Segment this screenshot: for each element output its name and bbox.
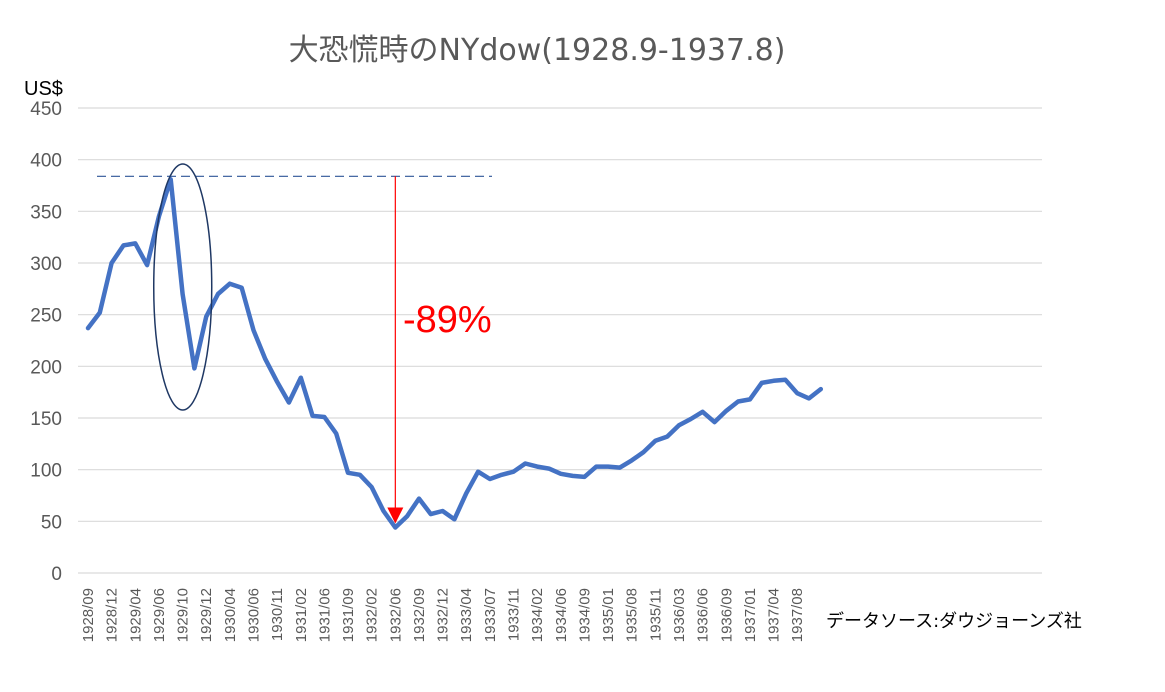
drop-percentage-label: -89%: [403, 299, 492, 341]
x-tick-label: 1933/11: [506, 588, 523, 641]
x-tick-label: 1932/09: [411, 588, 428, 642]
series-line: [85, 177, 824, 530]
y-tick-labels: 0 50 100 150 200 250 300 350 400 450: [30, 99, 62, 585]
x-tick-label: 1934/06: [553, 588, 570, 642]
x-tick-label: 1936/03: [671, 588, 688, 642]
x-tick-label: 1932/02: [364, 588, 381, 642]
y-tick-label: 100: [30, 461, 62, 482]
x-tick-label: 1935/08: [624, 588, 641, 642]
x-tick-label: 1934/02: [529, 588, 546, 642]
peak-highlight-ellipse: [152, 163, 213, 411]
x-tick-label: 1929/04: [127, 588, 144, 642]
x-tick-label: 1937/04: [766, 588, 783, 642]
x-tick-label: 1930/11: [269, 588, 286, 641]
x-tick-label: 1933/07: [482, 588, 499, 642]
y-tick-label: 150: [30, 409, 62, 430]
x-tick-labels: 1928/09 1928/12 1929/04 1929/06 1929/10 1929/…: [80, 588, 806, 642]
series-layer: [85, 177, 824, 530]
x-tick-label: 1929/10: [175, 588, 192, 642]
y-tick-label: 400: [30, 151, 62, 172]
x-tick-label: 1929/12: [198, 588, 215, 642]
drop-arrowhead: [387, 507, 404, 524]
x-tick-label: 1936/06: [695, 588, 712, 642]
y-tick-label: 450: [30, 99, 62, 120]
x-tick-label: 1932/12: [435, 588, 452, 642]
x-tick-label: 1931/06: [316, 588, 333, 642]
x-tick-label: 1931/02: [293, 588, 310, 642]
y-tick-label: 50: [41, 512, 62, 533]
chart-title: 大恐慌時のNYdow(1928.9-1937.8): [289, 33, 786, 68]
x-tick-label: 1936/09: [718, 588, 735, 642]
y-tick-label: 250: [30, 306, 62, 327]
x-tick-label: 1937/08: [789, 588, 806, 642]
x-tick-label: 1930/06: [245, 588, 262, 642]
y-tick-label: 350: [30, 202, 62, 223]
x-tick-label: 1933/04: [458, 588, 475, 642]
y-tick-label: 0: [51, 564, 62, 585]
x-tick-label: 1932/06: [387, 588, 404, 642]
x-tick-label: 1931/09: [340, 588, 357, 642]
source-note: データソース:ダウジョーンズ社: [826, 611, 1082, 632]
x-tick-label: 1935/11: [647, 588, 664, 641]
x-tick-label: 1930/04: [222, 588, 239, 642]
gridlines: [78, 107, 1042, 574]
y-tick-label: 200: [30, 357, 62, 378]
x-tick-label: 1935/01: [600, 588, 617, 642]
x-tick-label: 1928/09: [80, 588, 97, 642]
x-tick-label: 1934/09: [576, 588, 593, 642]
y-tick-label: 300: [30, 254, 62, 275]
annotations: [97, 163, 492, 524]
x-tick-label: 1937/01: [742, 588, 759, 642]
y-axis-unit: US$: [24, 78, 63, 100]
x-tick-label: 1929/06: [151, 588, 168, 642]
x-tick-label: 1928/12: [104, 588, 121, 642]
